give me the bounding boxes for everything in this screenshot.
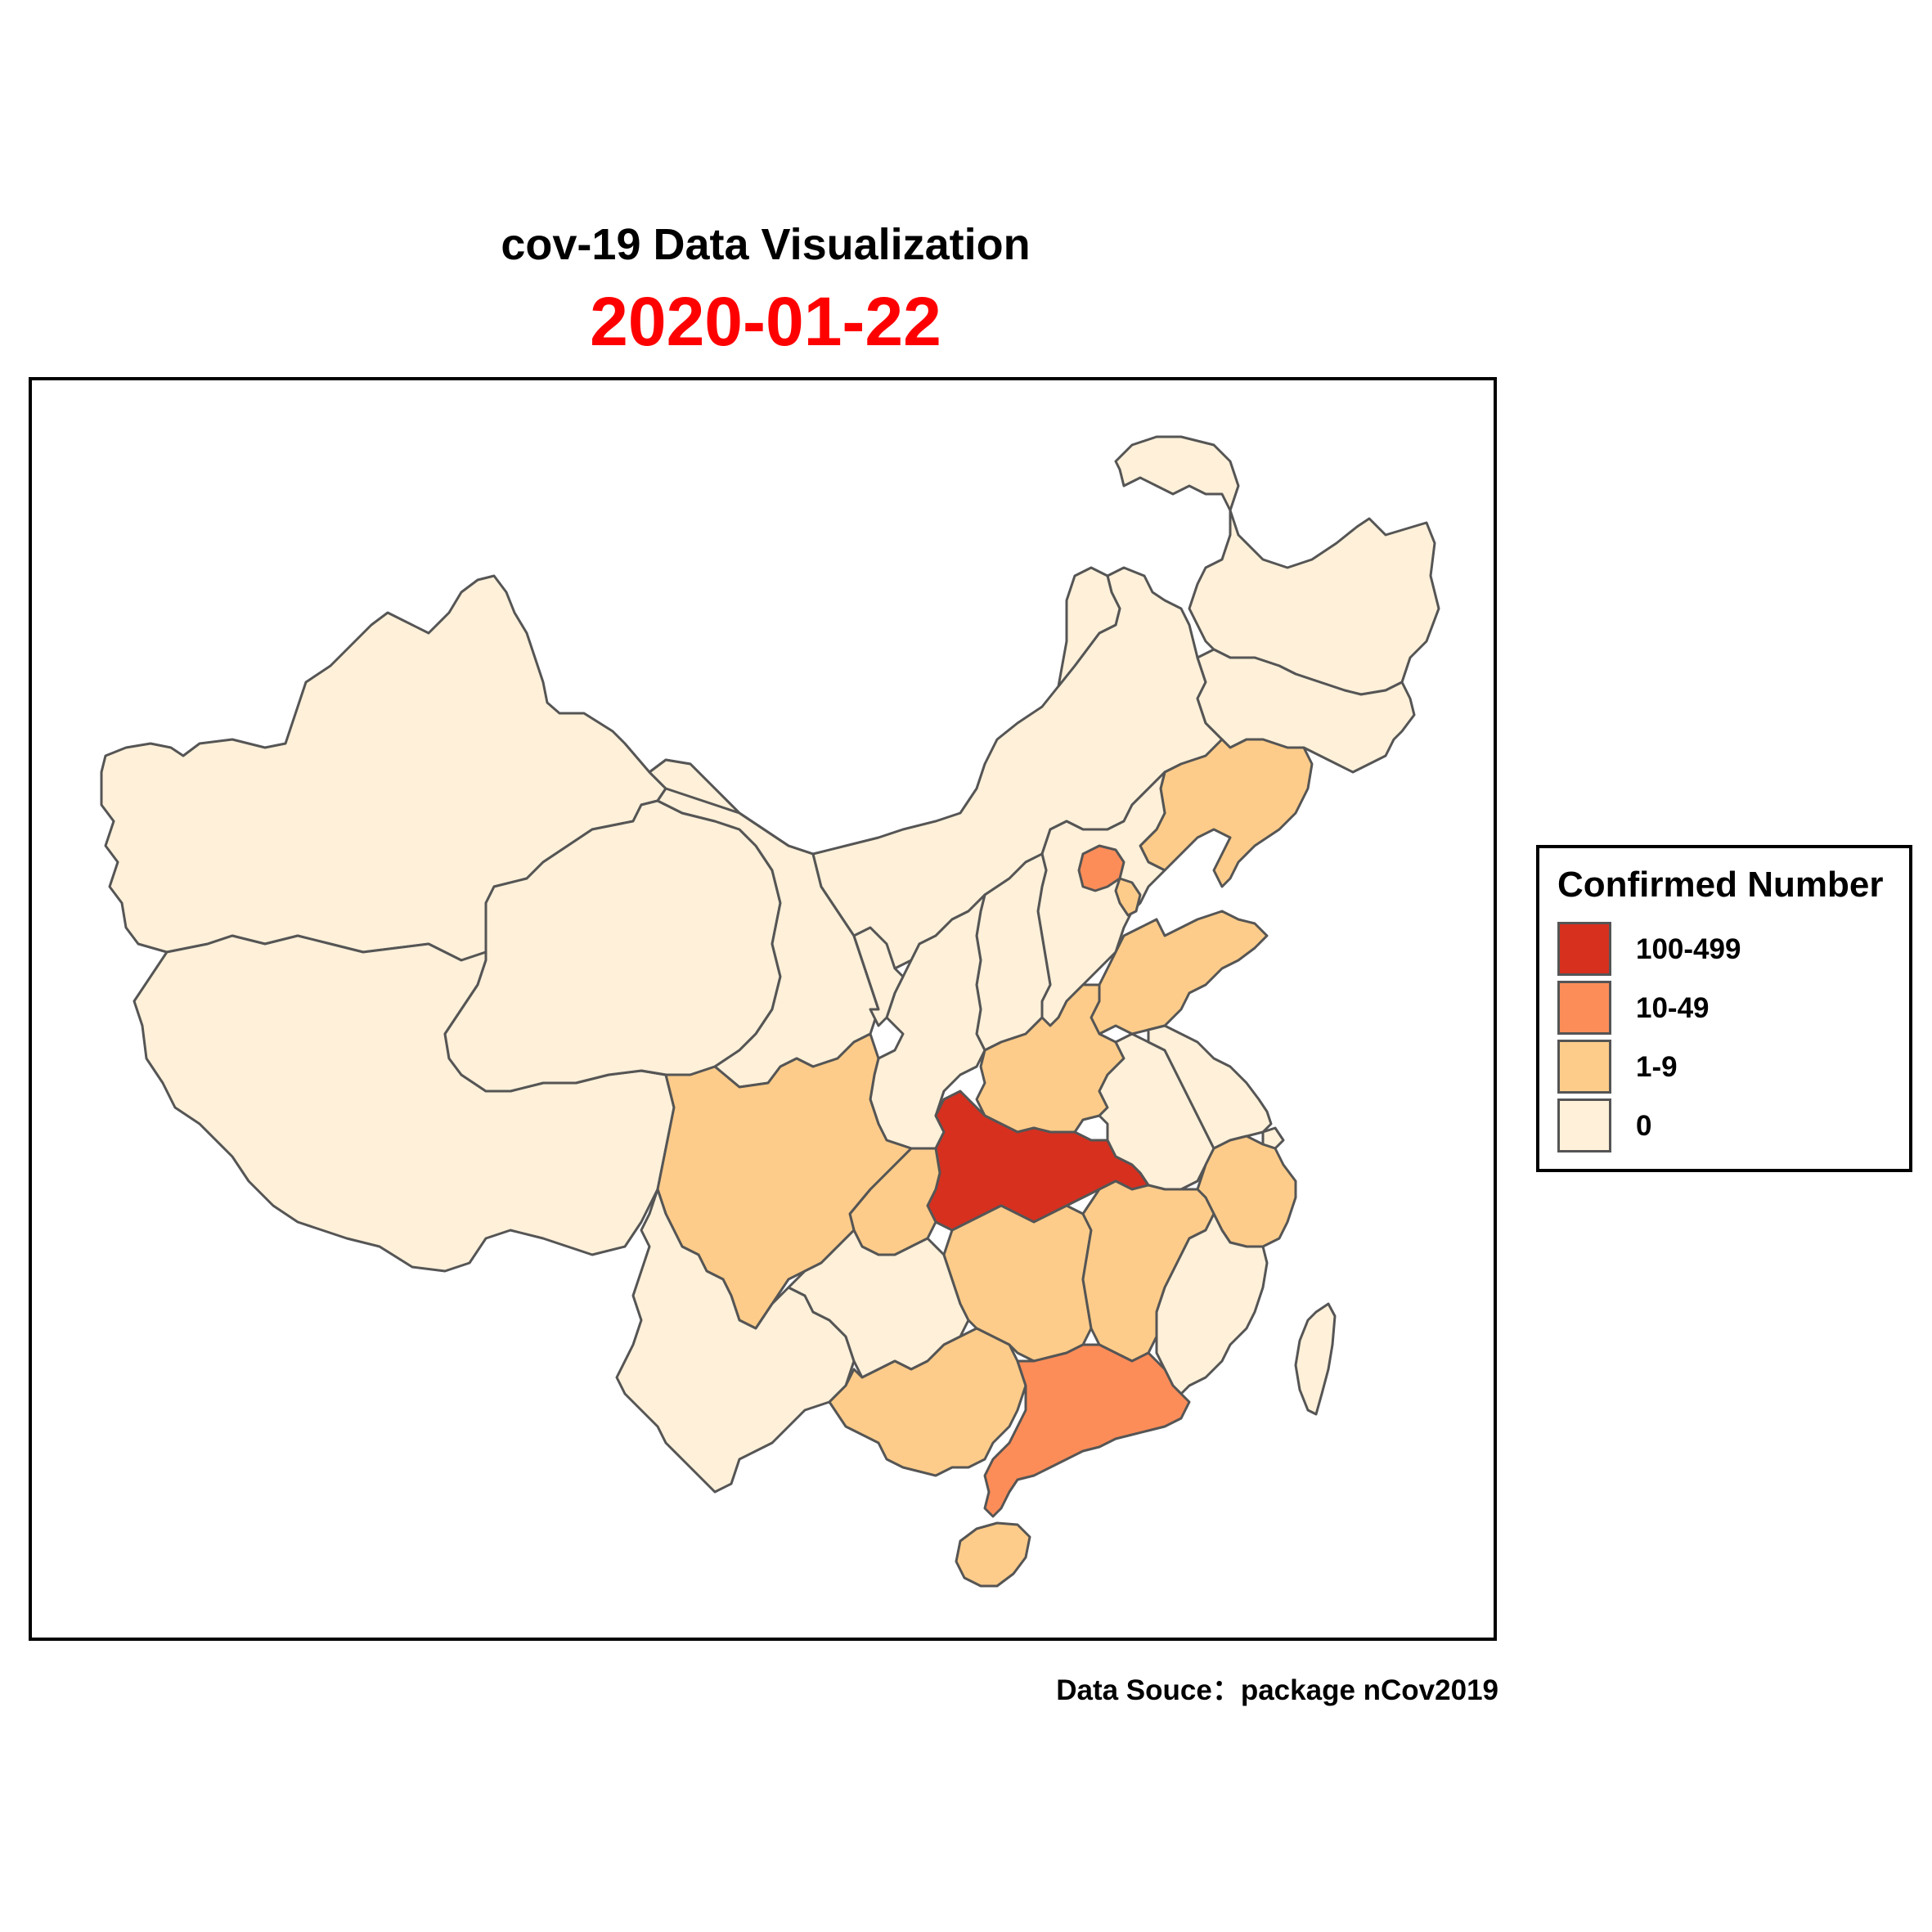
legend-item: 0 [1557,1099,1901,1154]
map-legend: Confirmed Number 100-499 10-49 1-9 0 [1536,845,1912,1172]
legend-swatch [1557,1040,1611,1094]
region-taiwan [1294,1302,1337,1416]
legend-label: 0 [1636,1110,1652,1142]
legend-swatch [1557,1099,1611,1152]
region-fujian [1155,1212,1269,1395]
region-shaanxi [869,893,986,1150]
legend-item: 1-9 [1557,1040,1901,1095]
region-yunnan [615,1188,856,1494]
region-beijing [1077,844,1126,892]
region-tianjin [1114,877,1142,917]
china-province-map [100,435,1440,1588]
legend-label: 10-49 [1636,992,1710,1024]
data-source-caption: Data Souce：package nCov2019 [1056,1674,1498,1706]
region-shandong [1090,910,1269,1036]
map-panel [29,377,1497,1641]
legend-label: 100-499 [1636,933,1741,965]
region-inner-mongolia-north [1057,566,1121,688]
map-title: cov-19 Data Visualization [501,220,1031,269]
region-shanghai [1261,1126,1285,1150]
region-ningxia [852,926,905,1027]
legend-title: Confirmed Number [1557,865,1884,905]
region-guangxi [828,1327,1027,1477]
legend-swatch [1557,922,1611,976]
map-date-subtitle: 2020-01-22 [590,283,941,360]
legend-item: 100-499 [1557,922,1901,977]
region-hainan [955,1521,1031,1588]
legend-item: 10-49 [1557,981,1901,1036]
legend-label: 1-9 [1636,1051,1678,1083]
region-jiangsu [1147,1024,1273,1150]
legend-swatch [1557,981,1611,1035]
region-guangdong [983,1343,1191,1518]
